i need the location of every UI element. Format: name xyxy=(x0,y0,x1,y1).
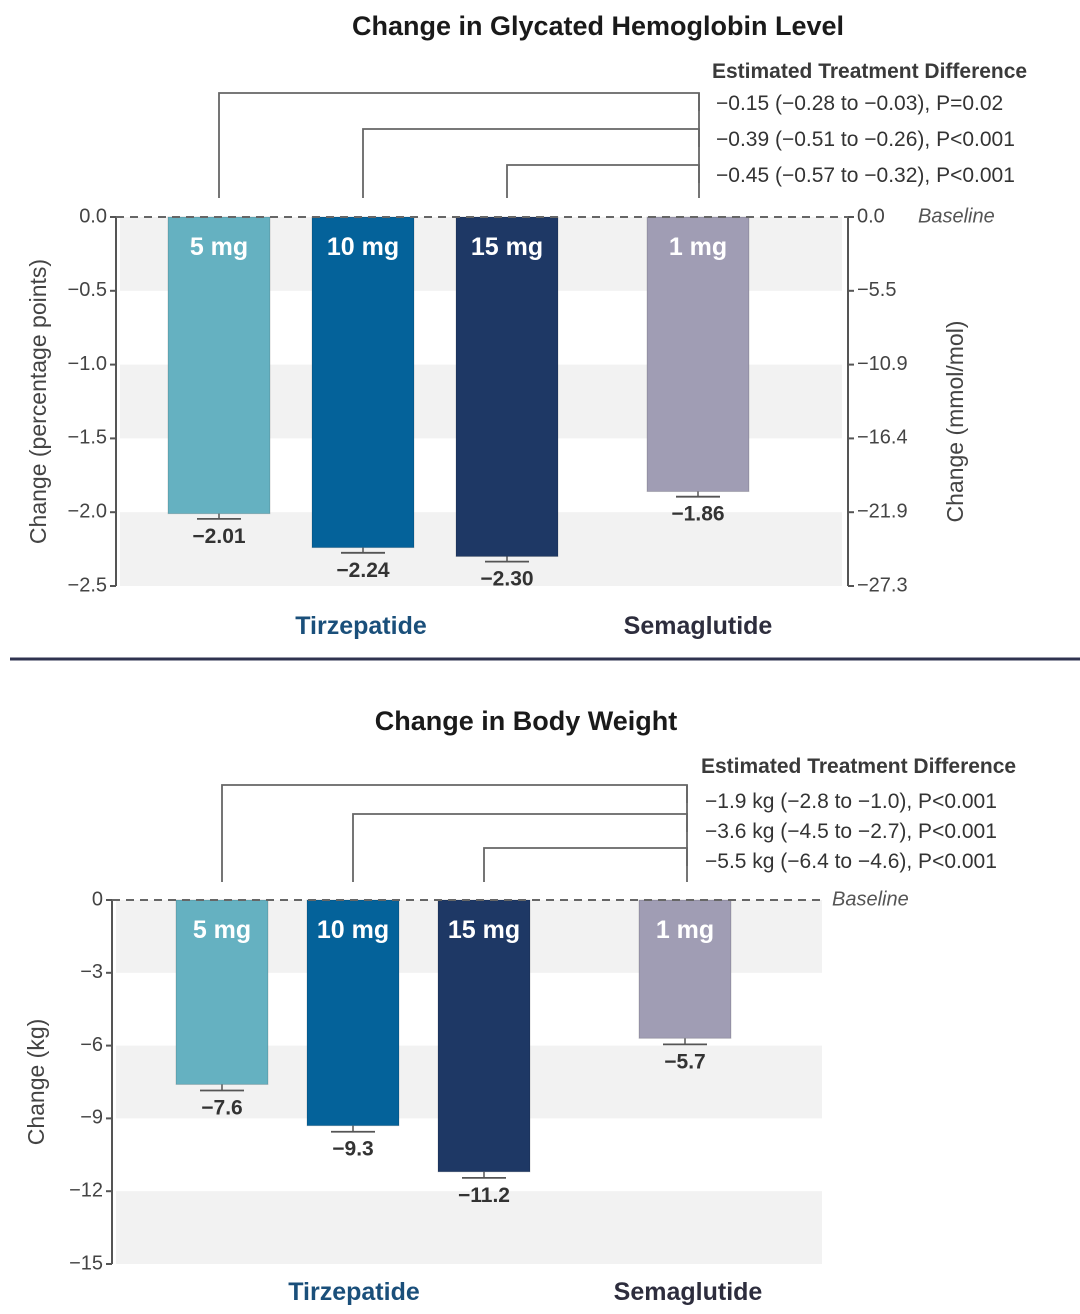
y-tick-label: −2.0 xyxy=(68,500,107,522)
baseline-label: Baseline xyxy=(918,205,995,227)
bar-value-label: −9.3 xyxy=(332,1138,373,1161)
treatment-difference-header: Estimated Treatment Difference xyxy=(712,60,1027,83)
bar-dose-label: 1 mg xyxy=(656,916,714,944)
hba1c-chart: Change in Glycated Hemoglobin Level 0.0 −0… xyxy=(25,11,1027,640)
y-tick-label: −2.5 xyxy=(68,574,107,596)
y-tick-label: −1.5 xyxy=(68,427,107,449)
comparison-bracket xyxy=(362,128,700,198)
chart-title: Change in Body Weight xyxy=(375,706,678,736)
y-tick-label: 0 xyxy=(92,888,103,910)
bar-value-label: −1.86 xyxy=(671,503,724,526)
comparison-bracket xyxy=(221,784,688,882)
group-label: Semaglutide xyxy=(614,1278,763,1306)
right-tick-label: −10.9 xyxy=(857,353,908,375)
right-axis-label: Change (mmol/mol) xyxy=(942,321,968,523)
group-label: Tirzepatide xyxy=(295,612,427,640)
bar-dose-label: 1 mg xyxy=(669,233,727,261)
treatment-difference-row: −0.45 (−0.57 to −0.32), P<0.001 xyxy=(716,164,1015,187)
bar-value-label: −2.01 xyxy=(192,525,245,548)
chart-title: Change in Glycated Hemoglobin Level xyxy=(352,11,844,41)
grid-band xyxy=(116,1191,822,1264)
y-tick-label: −3 xyxy=(80,961,103,983)
bar xyxy=(437,899,531,1173)
y-axis-label: Change (percentage points) xyxy=(25,259,51,544)
bar-value-label: −11.2 xyxy=(458,1184,510,1207)
y-tick-label: −0.5 xyxy=(68,279,107,301)
bar xyxy=(455,216,559,557)
baseline-label: Baseline xyxy=(832,888,909,910)
bar-dose-label: 15 mg xyxy=(448,916,520,944)
y-tick-label: −15 xyxy=(69,1252,103,1274)
bar xyxy=(638,899,732,1039)
group-label: Tirzepatide xyxy=(288,1278,420,1306)
bar xyxy=(311,216,415,549)
right-tick-label: −16.4 xyxy=(857,427,908,449)
y-tick-label: −9 xyxy=(80,1107,103,1129)
treatment-difference-row: −5.5 kg (−6.4 to −4.6), P<0.001 xyxy=(705,850,997,873)
bar-value-label: −2.30 xyxy=(480,568,533,591)
bar xyxy=(306,899,400,1127)
y-tick-label: 0.0 xyxy=(79,205,107,227)
group-label: Semaglutide xyxy=(624,612,773,640)
bar-dose-label: 15 mg xyxy=(471,233,543,261)
right-tick-label: −5.5 xyxy=(857,279,896,301)
y-tick-label: −12 xyxy=(69,1179,103,1201)
bar-value-label: −2.24 xyxy=(336,559,389,582)
treatment-difference-header: Estimated Treatment Difference xyxy=(701,755,1016,778)
bar-value-label: −7.6 xyxy=(201,1096,242,1119)
y-tick-label: −1.0 xyxy=(68,353,107,375)
bar-dose-label: 5 mg xyxy=(193,916,251,944)
comparison-bracket xyxy=(506,164,700,198)
treatment-difference-row: −0.15 (−0.28 to −0.03), P=0.02 xyxy=(716,92,1003,115)
bar-value-label: −5.7 xyxy=(664,1050,705,1073)
bar xyxy=(167,216,271,515)
treatment-difference-row: −0.39 (−0.51 to −0.26), P<0.001 xyxy=(716,128,1015,151)
bar-dose-label: 10 mg xyxy=(317,916,389,944)
comparison-bracket xyxy=(483,847,688,882)
right-tick-label: 0.0 xyxy=(857,205,885,227)
y-tick-label: −6 xyxy=(80,1034,103,1056)
y-axis-label: Change (kg) xyxy=(23,1019,49,1146)
bar-dose-label: 10 mg xyxy=(327,233,399,261)
comparison-bracket xyxy=(218,92,700,198)
right-tick-label: −21.9 xyxy=(857,500,908,522)
treatment-difference-row: −1.9 kg (−2.8 to −1.0), P<0.001 xyxy=(705,790,997,813)
right-tick-label: −27.3 xyxy=(857,574,908,596)
bar xyxy=(175,899,269,1085)
body-weight-chart: Change in Body Weight 0 −3 −6 −9 −12 −15 Change… xyxy=(23,706,1016,1306)
treatment-difference-row: −3.6 kg (−4.5 to −2.7), P<0.001 xyxy=(705,820,997,843)
bar-dose-label: 5 mg xyxy=(190,233,248,261)
bar xyxy=(646,216,750,493)
